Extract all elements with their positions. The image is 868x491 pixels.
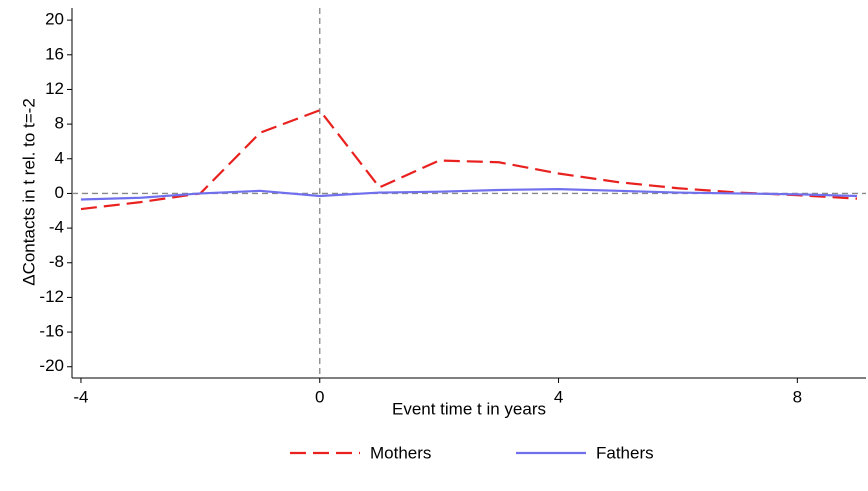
x-axis-label: Event time t in years [392,399,546,418]
y-tick-label: -16 [39,322,64,341]
y-tick-label: -4 [49,218,64,237]
series-line [80,108,858,211]
y-tick-label: -20 [39,356,64,375]
y-tick-label: 20 [45,10,64,29]
legend-label: Fathers [596,443,654,462]
legend-label: Mothers [370,443,431,462]
series-line [80,188,858,201]
y-tick-label: 8 [55,114,64,133]
y-tick-label: -12 [39,287,64,306]
y-tick-label: -8 [49,252,64,271]
x-tick-label: 8 [793,387,802,406]
y-axis-label: ΔContacts in t rel. to t=-2 [19,98,38,286]
x-tick-label: -4 [73,387,88,406]
x-tick-label: 0 [315,387,324,406]
y-tick-label: 4 [55,148,64,167]
y-tick-label: 16 [45,44,64,63]
x-tick-label: 4 [554,387,563,406]
y-tick-label: 0 [55,183,64,202]
y-tick-label: 12 [45,79,64,98]
